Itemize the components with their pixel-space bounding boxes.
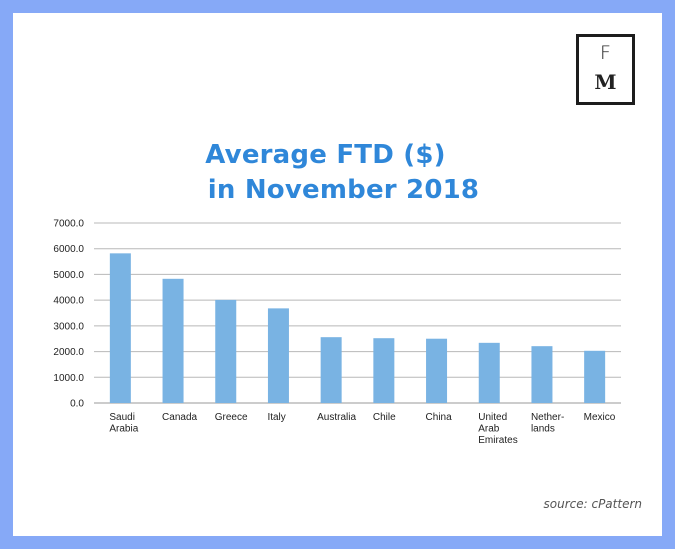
source-note: source: cPattern (543, 497, 643, 511)
bar (584, 350, 606, 403)
y-tick-label: 7000.0 (53, 219, 84, 230)
x-tick-label: Italy (267, 412, 285, 423)
chart-title-line-2: in November 2018 (207, 175, 480, 205)
logo-letter-m: M (594, 70, 617, 94)
y-tick-label: 0.0 (70, 399, 84, 410)
bar (267, 308, 289, 403)
bar (109, 253, 131, 403)
x-tick-label: Mexico (584, 412, 616, 423)
x-tick-label: China (426, 412, 453, 423)
x-tick-label: Chile (373, 412, 396, 423)
bar (478, 342, 500, 403)
x-tick-label: Greece (215, 412, 248, 423)
bar (320, 337, 342, 403)
y-tick-label: 6000.0 (53, 244, 84, 255)
y-tick-label: 5000.0 (53, 270, 84, 281)
x-tick-label: Canada (162, 412, 197, 423)
logo-letter-f: F (600, 42, 611, 64)
x-tick-label: Australia (317, 412, 356, 423)
x-tick-label: Nether-lands (531, 412, 564, 435)
bar (531, 346, 553, 403)
bar (215, 299, 237, 403)
bar (162, 278, 184, 403)
fm-logo: F M (576, 34, 635, 105)
bar (373, 338, 395, 403)
y-tick-label: 4000.0 (53, 296, 84, 307)
x-tick-label: Saudi Arabia (109, 412, 138, 435)
y-tick-label: 2000.0 (53, 347, 84, 358)
chart-title-line-1: Average FTD ($) (205, 140, 446, 170)
y-tick-label: 1000.0 (53, 373, 84, 384)
y-tick-label: 3000.0 (53, 321, 84, 332)
x-tick-label: United Arab Emirates (478, 412, 517, 446)
bar (426, 338, 448, 403)
